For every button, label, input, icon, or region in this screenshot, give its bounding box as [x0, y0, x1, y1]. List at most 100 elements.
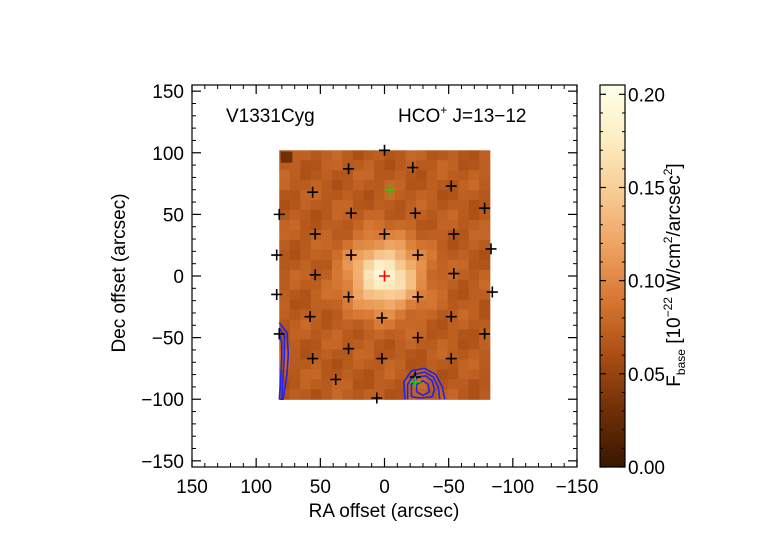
- heatmap-cell: [363, 150, 375, 161]
- heatmap-cell: [416, 210, 428, 221]
- heatmap-cell: [310, 379, 322, 390]
- heatmap-cell: [373, 150, 386, 161]
- heatmap-cell: [426, 309, 438, 321]
- pointing-marker: [379, 144, 390, 156]
- heatmap-cell: [395, 299, 407, 311]
- heatmap-cell: [310, 289, 322, 301]
- heatmap-cell: [416, 289, 428, 301]
- pointing-marker: [271, 249, 283, 261]
- heatmap-cell: [468, 329, 480, 341]
- pointing-marker: [343, 291, 355, 303]
- heatmap-cell: [468, 229, 480, 241]
- heatmap-cell: [447, 170, 459, 181]
- heatmap-cell: [310, 359, 322, 370]
- heatmap-cell: [479, 170, 491, 181]
- heatmap-cell: [373, 190, 386, 201]
- heatmap-cell: [289, 160, 301, 171]
- heatmap-cell: [437, 160, 449, 171]
- heatmap-cell: [342, 220, 354, 231]
- heatmap-cell: [447, 239, 459, 251]
- heatmap-cell: [458, 289, 470, 301]
- heatmap-cell: [437, 289, 449, 301]
- heatmap-cell: [352, 339, 365, 351]
- heatmap-cell: [395, 160, 407, 171]
- heatmap-cell: [405, 259, 417, 271]
- source-name-annotation: V1331Cyg: [226, 106, 315, 127]
- heatmap-cell: [331, 379, 343, 390]
- heatmap-cell: [426, 379, 438, 390]
- heatmap-cell: [279, 160, 291, 171]
- heatmap-cell: [300, 269, 312, 281]
- heatmap-cell: [342, 319, 354, 331]
- heatmap-cell: [279, 170, 291, 181]
- heatmap-cell: [310, 160, 322, 171]
- heatmap-cell: [447, 249, 459, 261]
- heatmap-cell: [363, 359, 375, 370]
- heatmap-cell: [352, 259, 365, 271]
- heatmap-cell: [437, 170, 449, 181]
- heatmap-cell: [321, 249, 333, 261]
- pointing-marker: [412, 332, 424, 344]
- heatmap-cell: [363, 190, 375, 201]
- heatmap-cell: [342, 229, 354, 241]
- heatmap-cell: [395, 309, 407, 321]
- heatmap-cell: [310, 190, 322, 201]
- heatmap-cell: [458, 389, 470, 400]
- heatmap-cell: [395, 279, 407, 291]
- heatmap-cell: [373, 210, 386, 221]
- heatmap-cell: [321, 160, 333, 171]
- heatmap-cell: [279, 299, 291, 311]
- heatmap-cell: [426, 180, 438, 191]
- pointing-marker: [485, 243, 497, 255]
- heatmap-cell: [426, 160, 438, 171]
- heatmap-cell: [458, 259, 470, 271]
- heatmap-cell: [395, 339, 407, 351]
- pointing-marker: [486, 286, 498, 298]
- heatmap-cell: [352, 299, 365, 311]
- heatmap-cell: [437, 359, 449, 370]
- x-axis-title: RA offset (arcsec): [309, 501, 460, 522]
- heatmap-cell: [384, 200, 396, 211]
- x-tick-label: 50: [310, 477, 331, 498]
- heatmap-cell: [310, 239, 322, 251]
- heatmap-cell: [279, 309, 291, 321]
- heatmap-cell: [373, 239, 386, 251]
- heatmap-cell: [331, 259, 343, 271]
- heatmap-cell: [300, 150, 312, 161]
- heatmap-cell: [384, 150, 396, 161]
- heatmap-cell: [289, 279, 301, 291]
- heatmap-cell: [310, 249, 322, 261]
- heatmap-cell: [363, 299, 375, 311]
- heatmap-cell: [384, 170, 396, 181]
- heatmap-cell: [289, 359, 301, 370]
- heatmap-cell: [352, 309, 365, 321]
- heatmap-cell: [342, 369, 354, 380]
- heatmap-cell: [416, 229, 428, 241]
- heatmap-cell: [479, 249, 491, 261]
- heatmap-cell: [447, 160, 459, 171]
- heatmap-cell: [384, 279, 396, 291]
- heatmap-cell: [447, 289, 459, 301]
- heatmap-cell: [331, 309, 343, 321]
- heatmap-cell: [342, 269, 354, 281]
- heatmap-cell: [331, 220, 343, 231]
- heatmap-cell: [384, 339, 396, 351]
- heatmap-cell: [447, 299, 459, 311]
- heatmap-cell: [447, 349, 459, 360]
- y-tick-label: 0: [173, 267, 184, 288]
- heatmap-cell: [300, 279, 312, 291]
- heatmap-cell: [321, 379, 333, 390]
- colorbar-label-square-1: 2: [661, 236, 675, 243]
- heatmap-cell: [331, 180, 343, 191]
- heatmap-cell: [289, 349, 301, 360]
- colorbar-label-subscript: base: [674, 349, 688, 375]
- heatmap-cell: [331, 389, 343, 400]
- heatmap-cell: [447, 210, 459, 221]
- center-pointing-marker: [379, 270, 390, 282]
- pointing-marker: [376, 312, 388, 324]
- heatmap-cell: [331, 369, 343, 380]
- heatmap-cell: [468, 309, 480, 321]
- heatmap-cell: [289, 180, 301, 191]
- heatmap-cell: [468, 249, 480, 261]
- heatmap-cell: [331, 359, 343, 370]
